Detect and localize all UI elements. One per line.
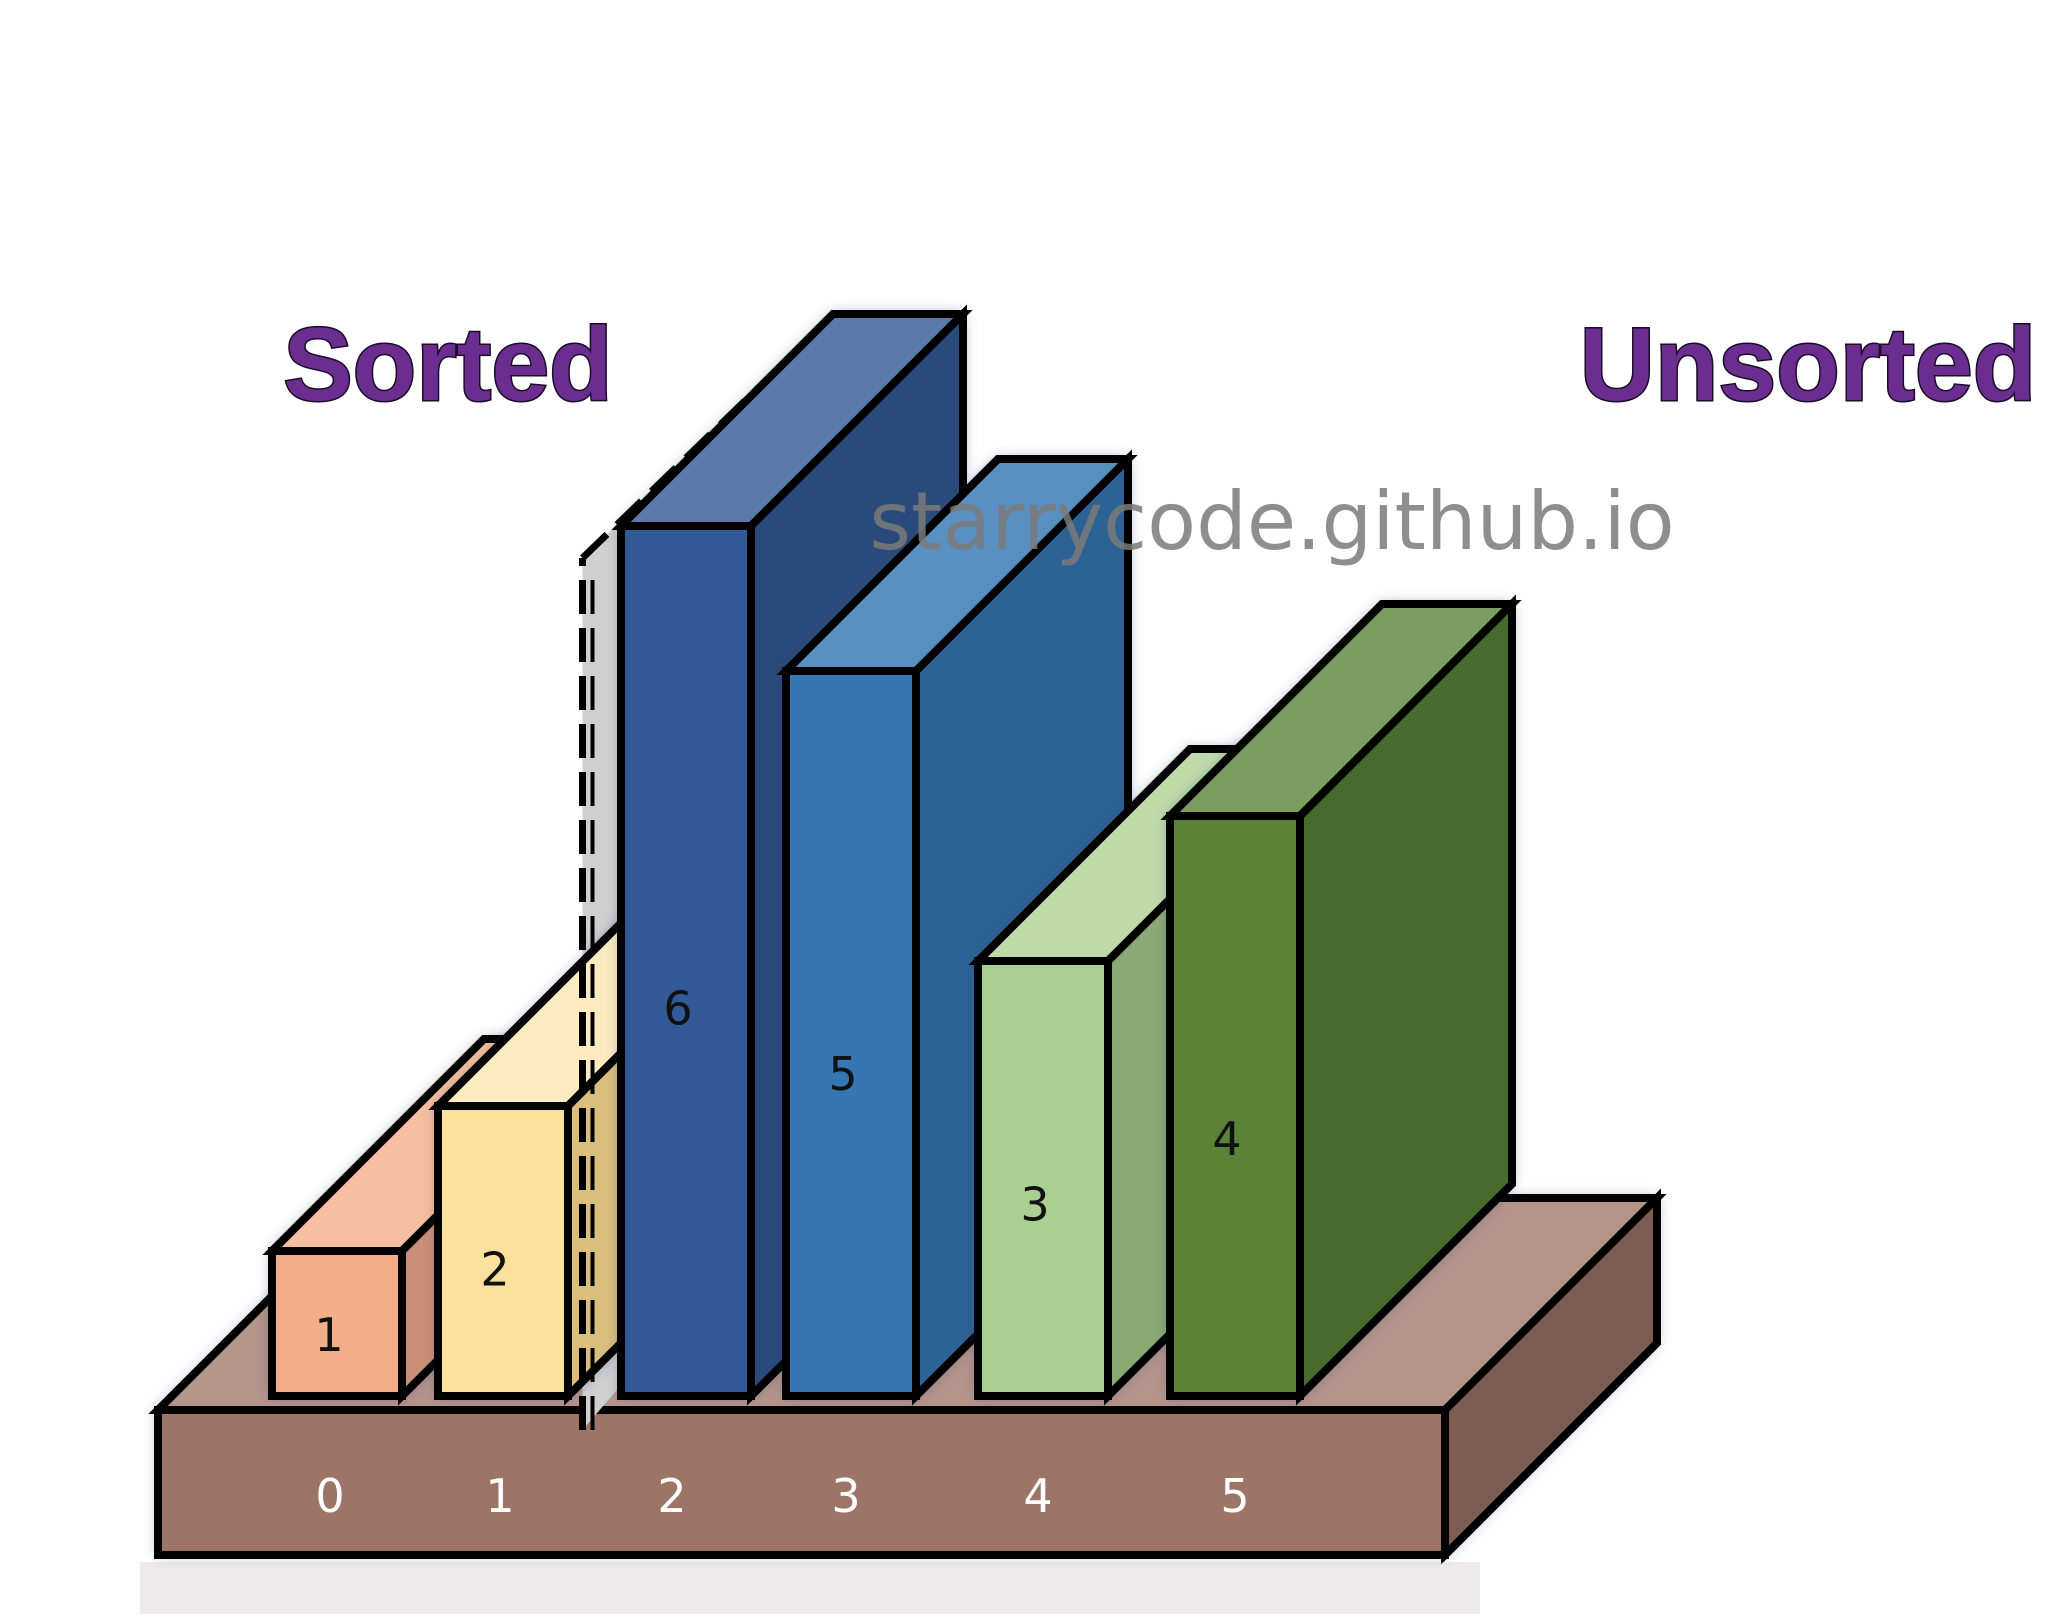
bar-1-value-label: 2 — [480, 1243, 509, 1297]
base-front-face — [154, 1406, 1449, 1559]
bar-4-value-label: 3 — [1020, 1177, 1049, 1231]
bar-2-value-label: 6 — [663, 982, 692, 1036]
bar-2-front — [617, 522, 755, 1400]
bar-1-front — [434, 1102, 572, 1400]
bar-0-value-label: 1 — [314, 1308, 343, 1362]
bar-5-front — [1166, 812, 1304, 1400]
bar-5: 4 — [1160, 594, 1522, 1406]
unsorted-label: Unsorted — [1580, 307, 2036, 423]
bar-3-front — [782, 667, 920, 1400]
base-reflection — [140, 1562, 1480, 1614]
bar-0-front — [268, 1247, 406, 1400]
index-label-1: 1 — [485, 1469, 514, 1523]
bars-group: 1 2 6 5 3 4 — [262, 304, 1522, 1430]
watermark: starrycode.github.io — [869, 475, 1674, 568]
index-labels: 0 1 2 3 4 5 — [140, 1469, 1480, 1614]
index-label-4: 4 — [1023, 1469, 1052, 1523]
bar-4-front — [974, 957, 1112, 1400]
sorted-label: Sorted — [283, 307, 612, 423]
index-label-5: 5 — [1220, 1469, 1249, 1523]
bar-3-value-label: 5 — [828, 1047, 857, 1101]
index-label-0: 0 — [315, 1469, 344, 1523]
index-label-2: 2 — [657, 1469, 686, 1523]
bar-5-value-label: 4 — [1212, 1112, 1241, 1166]
index-label-3: 3 — [831, 1469, 860, 1523]
